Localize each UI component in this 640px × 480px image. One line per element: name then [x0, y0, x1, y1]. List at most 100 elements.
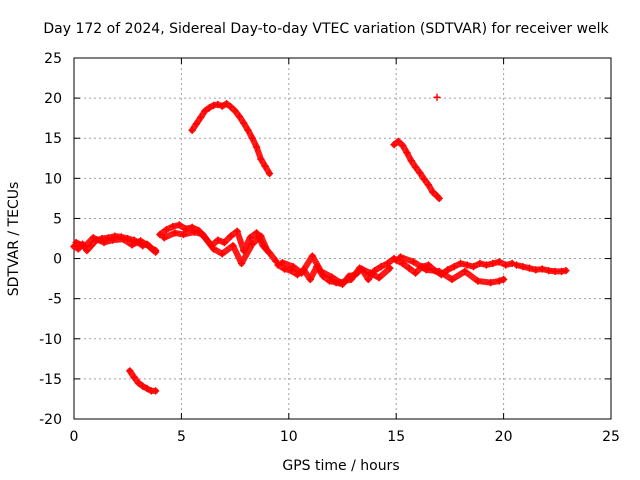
data-point	[274, 261, 282, 269]
data-point	[450, 262, 458, 271]
data-point	[289, 262, 297, 271]
data-point	[196, 113, 205, 122]
data-point	[218, 249, 226, 258]
data-point	[405, 264, 413, 272]
data-point	[433, 93, 441, 102]
data-point	[169, 222, 177, 231]
data-point	[237, 259, 246, 268]
data-point	[209, 101, 218, 110]
data-point	[248, 134, 257, 142]
data-point	[398, 141, 407, 150]
series-outlier	[433, 93, 441, 102]
axis-ticks	[73, 57, 612, 420]
data-point	[482, 261, 491, 269]
data-point	[179, 230, 188, 239]
data-point	[151, 387, 160, 395]
data-point	[377, 262, 385, 271]
data-point	[244, 126, 252, 134]
series-trace-morning	[156, 221, 280, 265]
y-tick-label: -5	[48, 292, 62, 308]
series-arc-minus15	[126, 367, 160, 395]
data-point	[435, 267, 443, 276]
data-point	[171, 229, 179, 237]
data-point	[100, 238, 108, 247]
data-point	[562, 266, 570, 275]
data-point	[220, 238, 229, 247]
data-point	[190, 228, 199, 236]
data-point	[263, 246, 272, 255]
data-point	[525, 264, 534, 272]
data-point	[403, 148, 411, 157]
y-axis-label: SDTVAR / TECUs	[6, 182, 22, 297]
data-point	[297, 269, 306, 277]
x-tick-label: 20	[495, 429, 513, 445]
data-point	[128, 241, 136, 249]
y-tick-label: -15	[39, 372, 62, 388]
data-point	[108, 236, 117, 244]
data-point	[162, 225, 171, 234]
data-point	[252, 143, 261, 151]
data-point	[411, 269, 420, 277]
data-point	[463, 261, 471, 269]
data-point	[532, 266, 540, 274]
data-point	[424, 181, 433, 189]
y-tick-label: 15	[44, 131, 62, 147]
data-point	[151, 248, 160, 256]
data-point	[126, 367, 134, 375]
x-axis-label: GPS time / hours	[282, 458, 399, 474]
series-line	[397, 254, 507, 286]
y-tick-label: 10	[44, 171, 62, 187]
data-point	[557, 267, 566, 276]
data-point	[160, 233, 168, 242]
data-point	[474, 277, 482, 285]
data-point	[181, 225, 190, 233]
data-point	[89, 233, 98, 242]
data-point	[74, 245, 83, 253]
y-tick-label: -10	[39, 332, 62, 348]
data-point	[134, 379, 143, 387]
series-arc-15	[390, 137, 443, 203]
data-point	[136, 237, 145, 245]
data-point	[407, 156, 415, 165]
data-point	[278, 258, 287, 267]
data-point	[248, 240, 257, 248]
y-tick-label: 0	[53, 252, 62, 268]
data-point	[306, 275, 315, 284]
chart-title: Day 172 of 2024, Sidereal Day-to-day VTE…	[43, 21, 609, 37]
data-point	[252, 229, 261, 237]
y-tick-label: 5	[53, 211, 62, 227]
data-point	[495, 258, 504, 266]
data-point	[218, 102, 226, 110]
data-point	[444, 266, 452, 274]
data-point	[119, 235, 128, 244]
data-point	[188, 223, 196, 232]
data-point	[143, 384, 151, 393]
data-point	[469, 262, 478, 271]
data-point	[422, 266, 431, 274]
data-point	[392, 256, 400, 264]
data-point	[205, 103, 214, 112]
data-point	[396, 253, 405, 261]
data-point	[227, 232, 235, 240]
data-point	[328, 273, 336, 281]
data-point	[355, 264, 364, 272]
x-tick-label: 0	[70, 429, 79, 445]
data-point	[409, 258, 418, 266]
data-point	[383, 259, 392, 268]
data-point	[261, 162, 269, 171]
data-point	[130, 373, 138, 382]
data-point	[239, 119, 248, 127]
data-point	[336, 278, 345, 287]
data-point	[138, 382, 147, 390]
data-point	[551, 267, 559, 276]
x-tick-label: 25	[602, 429, 620, 445]
data-point	[394, 137, 403, 146]
series-trace-evening	[512, 261, 570, 276]
data-point	[214, 236, 222, 244]
data-point	[461, 267, 469, 276]
y-tick-label: -20	[39, 412, 62, 428]
data-point	[435, 194, 443, 203]
data-point	[175, 221, 184, 229]
y-tick-label: 20	[44, 91, 62, 107]
